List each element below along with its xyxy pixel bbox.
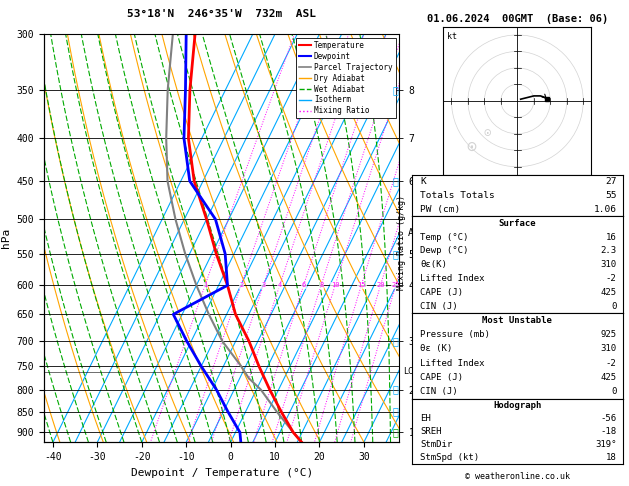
Legend: Temperature, Dewpoint, Parcel Trajectory, Dry Adiabat, Wet Adiabat, Isotherm, Mi: Temperature, Dewpoint, Parcel Trajectory…	[296, 38, 396, 119]
Text: 15: 15	[357, 282, 366, 288]
Text: SREH: SREH	[420, 427, 442, 436]
Text: Temp (°C): Temp (°C)	[420, 233, 469, 242]
Text: 3: 3	[262, 282, 265, 288]
Text: Most Unstable: Most Unstable	[482, 316, 552, 325]
Text: Lifted Index: Lifted Index	[420, 359, 485, 367]
Text: K: K	[420, 177, 426, 186]
Text: Totals Totals: Totals Totals	[420, 191, 495, 200]
Text: 4: 4	[278, 282, 282, 288]
Text: kt: kt	[447, 32, 457, 41]
Text: StmSpd (kt): StmSpd (kt)	[420, 453, 479, 462]
Text: 27: 27	[605, 177, 616, 186]
Text: 6: 6	[302, 282, 306, 288]
Text: Dewp (°C): Dewp (°C)	[420, 246, 469, 256]
Text: 8: 8	[320, 282, 323, 288]
Text: 1.06: 1.06	[593, 205, 616, 214]
Text: 20: 20	[377, 282, 385, 288]
Text: Mixing Ratio (g/kg): Mixing Ratio (g/kg)	[397, 195, 406, 291]
Text: ⷸ: ⷸ	[392, 176, 398, 186]
Text: EH: EH	[420, 414, 431, 423]
Text: 25: 25	[392, 282, 400, 288]
Text: 425: 425	[600, 288, 616, 297]
Y-axis label: km
ASL: km ASL	[408, 217, 426, 238]
Y-axis label: hPa: hPa	[1, 228, 11, 248]
Text: ⷸ: ⷸ	[392, 427, 398, 437]
Text: ⷸ: ⷸ	[392, 384, 398, 395]
Text: 319°: 319°	[595, 440, 616, 449]
Text: 53°18'N  246°35'W  732m  ASL: 53°18'N 246°35'W 732m ASL	[127, 9, 316, 19]
Text: 425: 425	[600, 373, 616, 382]
Text: 0: 0	[611, 387, 616, 396]
Text: 1: 1	[203, 282, 208, 288]
Text: 2.3: 2.3	[600, 246, 616, 256]
Text: ⊙: ⊙	[466, 138, 476, 156]
Text: Pressure (mb): Pressure (mb)	[420, 330, 490, 339]
Text: Lifted Index: Lifted Index	[420, 274, 485, 283]
Text: ⷸ: ⷸ	[392, 85, 398, 95]
Text: 310: 310	[600, 260, 616, 269]
Text: -2: -2	[606, 359, 616, 367]
Text: -2: -2	[606, 274, 616, 283]
Text: ⷸ: ⷸ	[392, 249, 398, 259]
Text: CAPE (J): CAPE (J)	[420, 288, 464, 297]
Text: 10: 10	[331, 282, 340, 288]
Text: ⷸ: ⷸ	[392, 336, 398, 346]
Text: PW (cm): PW (cm)	[420, 205, 460, 214]
Text: ⊙: ⊙	[484, 127, 491, 140]
Text: LCL: LCL	[403, 367, 418, 377]
Text: CIN (J): CIN (J)	[420, 387, 458, 396]
Text: 0: 0	[611, 302, 616, 311]
Text: 55: 55	[605, 191, 616, 200]
Text: 01.06.2024  00GMT  (Base: 06): 01.06.2024 00GMT (Base: 06)	[426, 15, 608, 24]
Text: CIN (J): CIN (J)	[420, 302, 458, 311]
Text: -18: -18	[600, 427, 616, 436]
Text: θε(K): θε(K)	[420, 260, 447, 269]
Text: Hodograph: Hodograph	[493, 400, 542, 410]
Text: 2: 2	[239, 282, 243, 288]
Text: 18: 18	[606, 453, 616, 462]
Text: 925: 925	[600, 330, 616, 339]
Text: θε (K): θε (K)	[420, 345, 453, 353]
Text: CAPE (J): CAPE (J)	[420, 373, 464, 382]
Text: 16: 16	[606, 233, 616, 242]
Text: -56: -56	[600, 414, 616, 423]
Text: ⷸ: ⷸ	[392, 407, 398, 417]
Text: 310: 310	[600, 345, 616, 353]
Text: StmDir: StmDir	[420, 440, 453, 449]
X-axis label: Dewpoint / Temperature (°C): Dewpoint / Temperature (°C)	[131, 468, 313, 478]
Text: © weatheronline.co.uk: © weatheronline.co.uk	[465, 472, 570, 481]
Text: Surface: Surface	[499, 219, 536, 228]
